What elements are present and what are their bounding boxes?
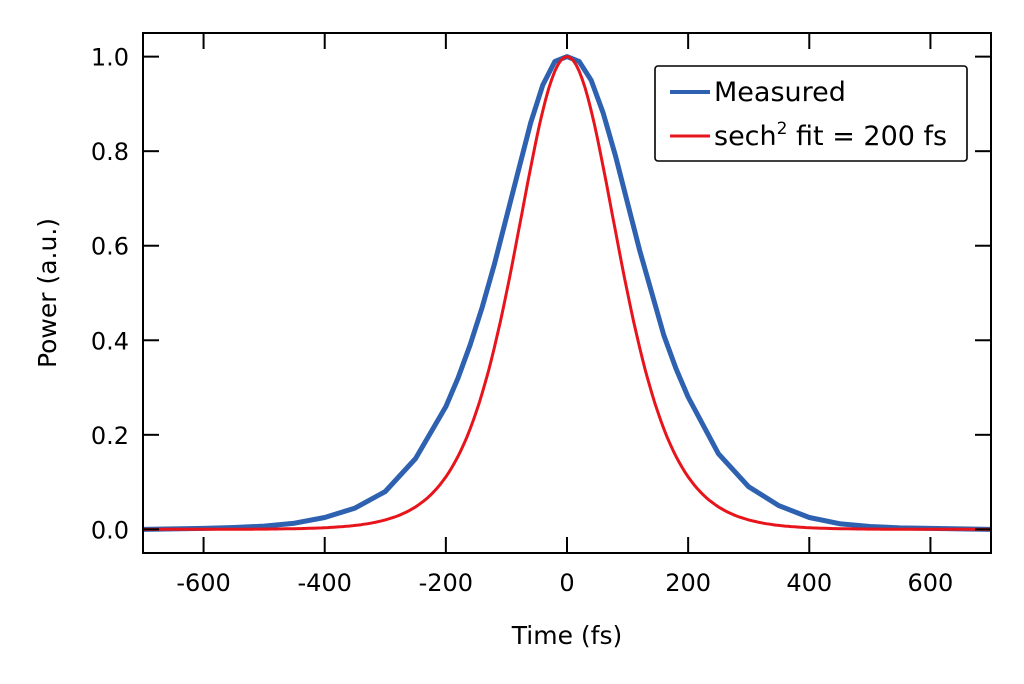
x-tick-label: 200	[665, 569, 711, 597]
legend-label-fit-rest: fit = 200 fs	[787, 121, 947, 152]
legend: Measured sech2 fit = 200 fs	[654, 65, 968, 162]
plot-area	[142, 54, 992, 532]
x-tick-label: 0	[559, 569, 574, 597]
y-axis-title: Power (a.u.)	[33, 218, 62, 368]
legend-label-fit-main: sech	[714, 121, 777, 152]
y-tick-label: 0.2	[91, 422, 129, 450]
y-tick-label: 1.0	[91, 44, 129, 72]
x-tick-label: -400	[297, 569, 351, 597]
x-tick-label: 600	[908, 569, 954, 597]
legend-label-measured: Measured	[714, 77, 846, 108]
x-tick-label: -200	[419, 569, 473, 597]
x-axis-title: Time (fs)	[511, 621, 622, 650]
legend-label-fit-sup: 2	[777, 119, 788, 139]
legend-box	[654, 65, 968, 162]
x-tick-label: 400	[786, 569, 832, 597]
y-tick-label: 0.8	[91, 138, 129, 166]
y-tick-label: 0.4	[91, 327, 129, 355]
y-tick-label: 0.0	[91, 516, 129, 544]
legend-label-fit: sech2 fit = 200 fs	[714, 119, 947, 152]
axes: -600 -400 -200 0 200 400 600 0.0 0.2 0.4 0.6 0.8 1.0	[91, 32, 992, 597]
y-tick-label: 0.6	[91, 233, 129, 261]
series-line-fit	[143, 55, 991, 531]
x-tick-label: -600	[176, 569, 230, 597]
